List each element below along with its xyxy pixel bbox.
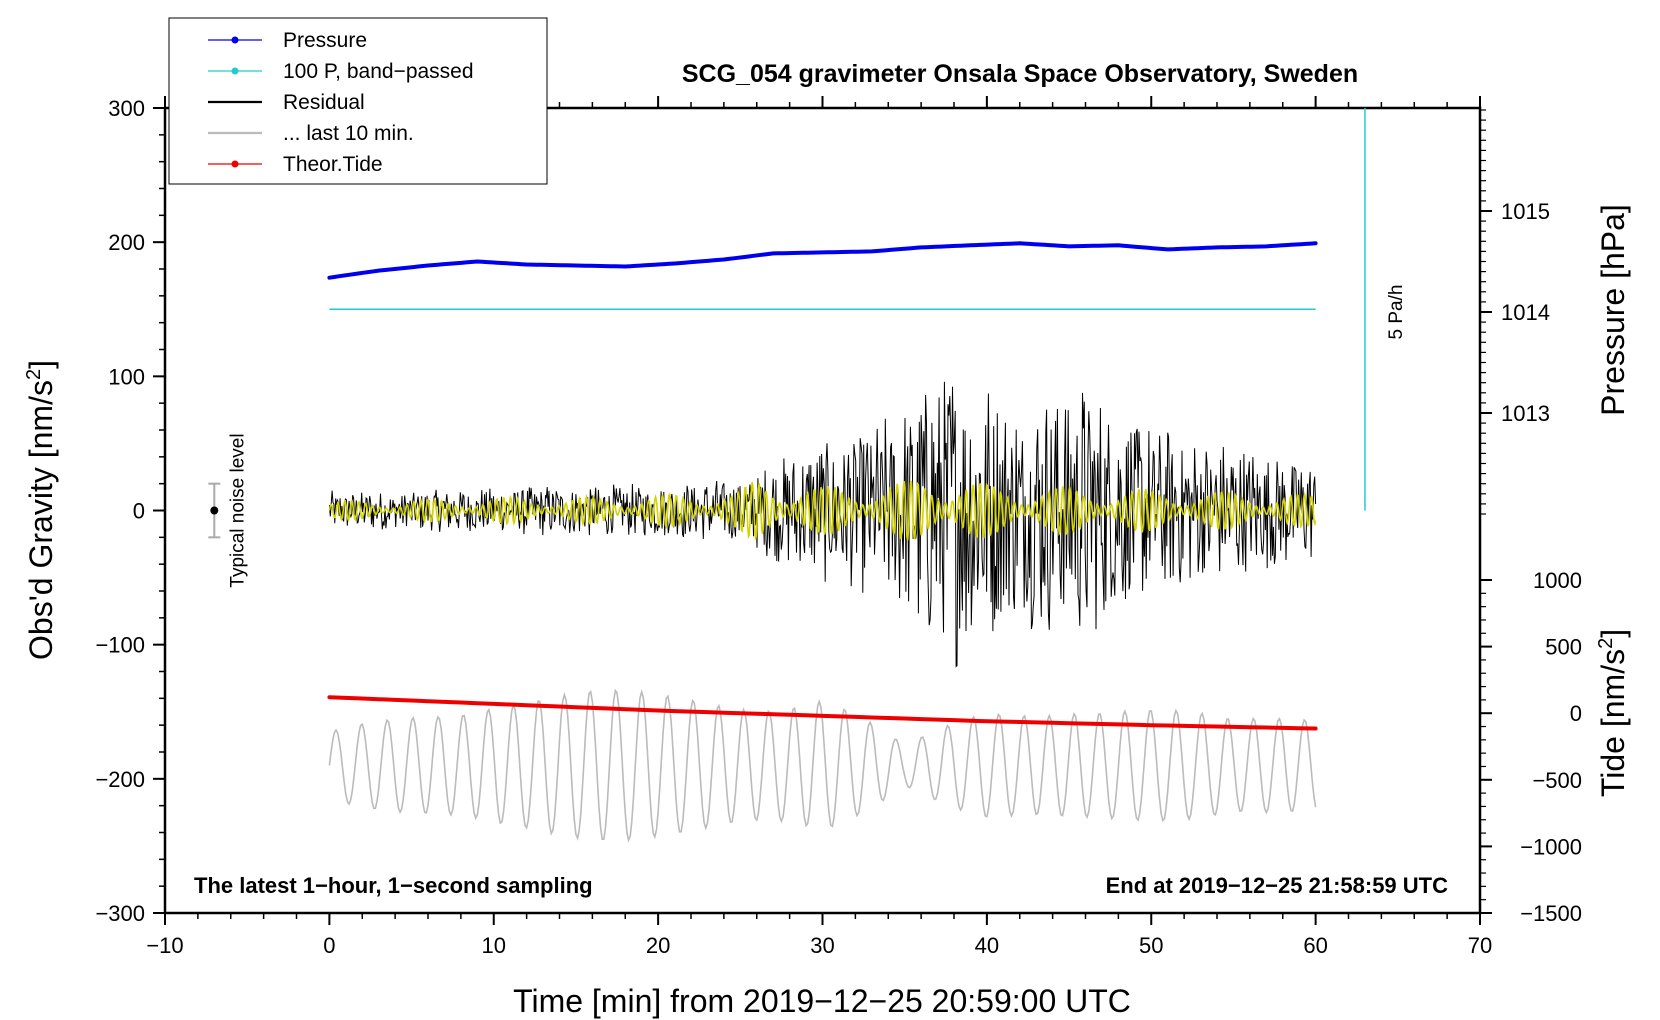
legend-marker bbox=[231, 67, 239, 75]
scale-bar: 5 Pa/h bbox=[1364, 108, 1407, 511]
y-axis-title-tide: Tide [nm/s2] bbox=[1595, 629, 1631, 797]
tide-tick-label: 0 bbox=[1570, 701, 1582, 726]
tide-tick-label: −500 bbox=[1532, 768, 1582, 793]
x-tick-label: 40 bbox=[975, 933, 999, 958]
tide-tick-label: 500 bbox=[1545, 635, 1582, 660]
legend-item: ... last 10 min. bbox=[208, 122, 414, 145]
x-tick-label: 70 bbox=[1468, 933, 1492, 958]
y-axis-title-gravity: Obs'd Gravity [nm/s2] bbox=[23, 360, 59, 660]
series-last-10-min bbox=[328, 688, 1317, 843]
pressure-tick-label: 1013 bbox=[1501, 401, 1550, 426]
legend-item: 100 P, band−passed bbox=[208, 60, 474, 83]
legend-item: Pressure bbox=[208, 29, 367, 52]
noise-label: Typical noise level bbox=[227, 433, 248, 587]
tick-layer: −10 0 10 20 30 40 50 60 703002001000−100−200−300… bbox=[95, 96, 1582, 958]
x-tick-label: 30 bbox=[810, 933, 834, 958]
y-tick-label: 0 bbox=[133, 499, 145, 524]
legend-items: Pressure 100 P, band−passed Residual ... la… bbox=[208, 29, 474, 176]
x-tick-label: 50 bbox=[1139, 933, 1163, 958]
series-residual-band-passed bbox=[328, 480, 1317, 541]
legend-label: Residual bbox=[283, 91, 365, 114]
y-tick-label: 200 bbox=[108, 230, 145, 255]
y-tick-label: −200 bbox=[95, 767, 145, 792]
x-tick-label: 0 bbox=[323, 933, 335, 958]
legend-item: Theor.Tide bbox=[208, 153, 383, 176]
note-end-time: End at 2019−12−25 21:58:59 UTC bbox=[1106, 873, 1449, 898]
tide-tick-label: 1000 bbox=[1533, 568, 1582, 593]
legend-marker bbox=[231, 36, 239, 44]
series-layer bbox=[327, 241, 1318, 843]
x-axis-title: Time [min] from 2019−12−25 20:59:00 UTC bbox=[513, 983, 1131, 1019]
pressure-tick-label: 1015 bbox=[1501, 199, 1550, 224]
y-tick-label: 300 bbox=[108, 96, 145, 121]
series-pressure bbox=[327, 241, 1318, 280]
x-tick-label: 60 bbox=[1303, 933, 1327, 958]
y-tick-label: −100 bbox=[95, 633, 145, 658]
y-tick-label: 100 bbox=[108, 364, 145, 389]
x-tick-label: −10 bbox=[146, 933, 183, 958]
chart-title: SCG_054 gravimeter Onsala Space Observat… bbox=[682, 60, 1358, 88]
tide-tick-label: −1000 bbox=[1520, 834, 1582, 859]
x-tick-label: 20 bbox=[646, 933, 670, 958]
legend-marker bbox=[231, 160, 239, 168]
legend-label: 100 P, band−passed bbox=[283, 60, 474, 83]
x-tick-label: 10 bbox=[482, 933, 506, 958]
y-tick-label: −300 bbox=[95, 901, 145, 926]
tide-tick-label: −1500 bbox=[1520, 901, 1582, 926]
legend: Pressure 100 P, band−passed Residual ... la… bbox=[168, 17, 548, 185]
series-theoretical-tide bbox=[327, 695, 1318, 731]
y-axis-title-pressure: Pressure [hPa] bbox=[1595, 204, 1631, 416]
series-residual bbox=[328, 381, 1317, 668]
noise-level-marker: Typical noise level bbox=[208, 433, 248, 588]
scale-bar-label: 5 Pa/h bbox=[1386, 285, 1407, 340]
legend-label: Theor.Tide bbox=[283, 153, 383, 176]
legend-item: Residual bbox=[208, 91, 365, 114]
pressure-tick-label: 1014 bbox=[1501, 300, 1550, 325]
legend-label: Pressure bbox=[283, 29, 367, 52]
note-latest-hour: The latest 1−hour, 1−second sampling bbox=[194, 873, 593, 898]
noise-dot bbox=[210, 506, 219, 515]
legend-label: ... last 10 min. bbox=[283, 122, 414, 145]
